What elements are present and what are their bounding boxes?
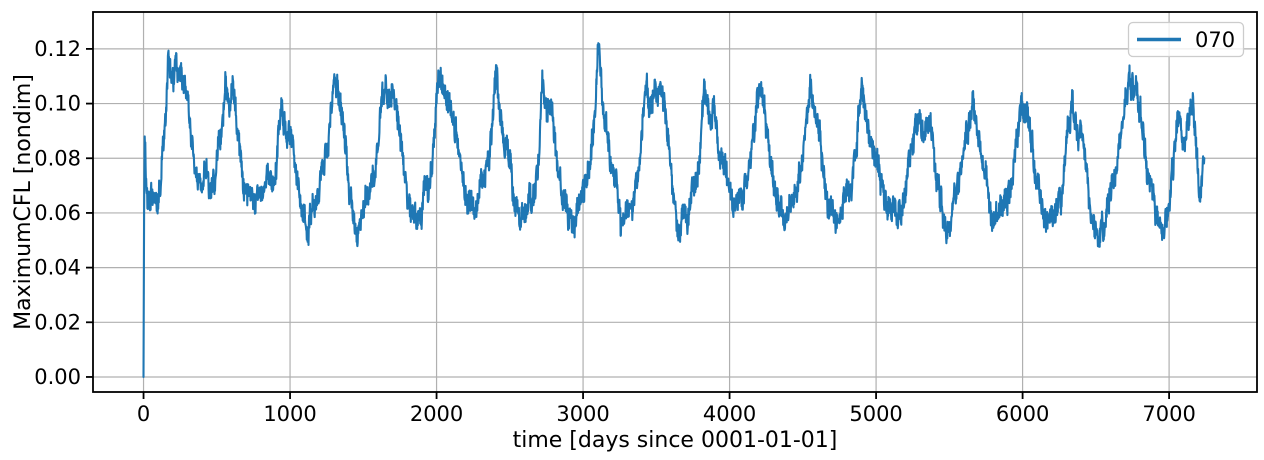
y-tick-label: 0.10 (34, 92, 81, 116)
x-axis-label: time [days since 0001-01-01] (513, 428, 838, 453)
x-tick-label: 7000 (1142, 402, 1195, 426)
y-axis-label: MaximumCFL [nondim] (11, 74, 36, 330)
y-tick-label: 0.12 (34, 37, 81, 61)
axis-ticks (86, 48, 1170, 399)
legend-label: 070 (1195, 28, 1235, 52)
y-tick-label: 0.00 (34, 365, 81, 389)
y-tick-label: 0.08 (34, 146, 81, 170)
x-tick-label: 5000 (849, 402, 902, 426)
plot-border (92, 11, 1258, 393)
legend-box (1127, 21, 1245, 58)
x-tick-label: 0 (137, 402, 150, 426)
series-group (142, 42, 1206, 379)
x-tick-label: 2000 (410, 402, 463, 426)
x-tick-label: 4000 (703, 402, 756, 426)
axis-tick-labels: 0 1000 2000 3000 4000 5000 6000 7000 0.00 0.02 0.0… (34, 37, 1196, 426)
x-tick-label: 3000 (556, 402, 609, 426)
x-tick-label: 1000 (263, 402, 316, 426)
y-tick-label: 0.04 (34, 256, 81, 280)
y-tick-label: 0.06 (34, 201, 81, 225)
grid-lines (93, 12, 1257, 392)
x-tick-label: 6000 (996, 402, 1049, 426)
series-line-070 (142, 42, 1206, 379)
y-tick-label: 0.02 (34, 310, 81, 334)
legend: 070 (1127, 21, 1245, 58)
